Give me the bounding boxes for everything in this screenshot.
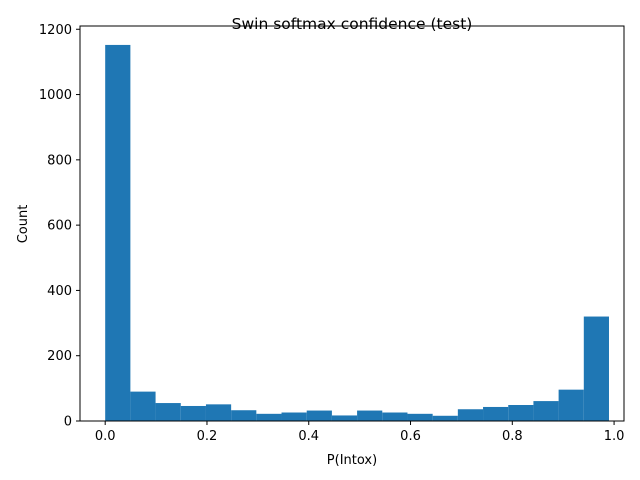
histogram-bar — [306, 410, 332, 421]
y-axis-ticks: 0 200 400 600 800 1000 1200 — [39, 23, 80, 430]
y-tick-label: 1000 — [39, 88, 72, 103]
histogram-bar — [130, 391, 156, 421]
histogram-bar — [105, 44, 131, 422]
y-tick-label: 0 — [64, 415, 72, 430]
histogram-bar — [407, 413, 433, 421]
y-tick-label: 200 — [47, 349, 72, 364]
y-tick-label: 400 — [47, 284, 72, 299]
x-tick-label: 0.2 — [197, 429, 218, 444]
x-tick-label: 0.6 — [400, 429, 421, 444]
histogram-bar — [231, 410, 257, 421]
chart-title: Swin softmax confidence (test) — [232, 15, 473, 33]
y-axis-label: Count — [16, 205, 31, 244]
histogram-bar — [281, 412, 307, 421]
histogram-bar — [331, 415, 358, 421]
x-axis-label: P(Intox) — [327, 453, 377, 468]
histogram-bar — [508, 405, 534, 421]
histogram-bar — [205, 404, 232, 421]
x-axis-ticks: 0.0 0.2 0.4 0.6 0.8 1.0 — [95, 421, 625, 444]
bars-group — [105, 44, 609, 422]
x-tick-label: 0.0 — [95, 429, 116, 444]
histogram-bar — [457, 409, 484, 421]
histogram-bar — [432, 415, 458, 421]
x-tick-label: 0.8 — [502, 429, 523, 444]
histogram-bar — [180, 405, 206, 421]
y-tick-label: 1200 — [39, 23, 72, 38]
histogram-bar — [357, 410, 383, 421]
y-tick-label: 600 — [47, 219, 72, 234]
x-tick-label: 1.0 — [604, 429, 625, 444]
plot-frame — [79, 25, 625, 422]
histogram-bar — [583, 316, 609, 421]
histogram-bar — [256, 413, 282, 421]
histogram-bar — [483, 406, 509, 421]
histogram-bar — [382, 412, 408, 421]
histogram-bar — [558, 389, 584, 421]
x-tick-label: 0.4 — [298, 429, 319, 444]
histogram-bar — [155, 403, 181, 421]
y-tick-label: 800 — [47, 153, 72, 168]
histogram-bar — [533, 401, 559, 421]
